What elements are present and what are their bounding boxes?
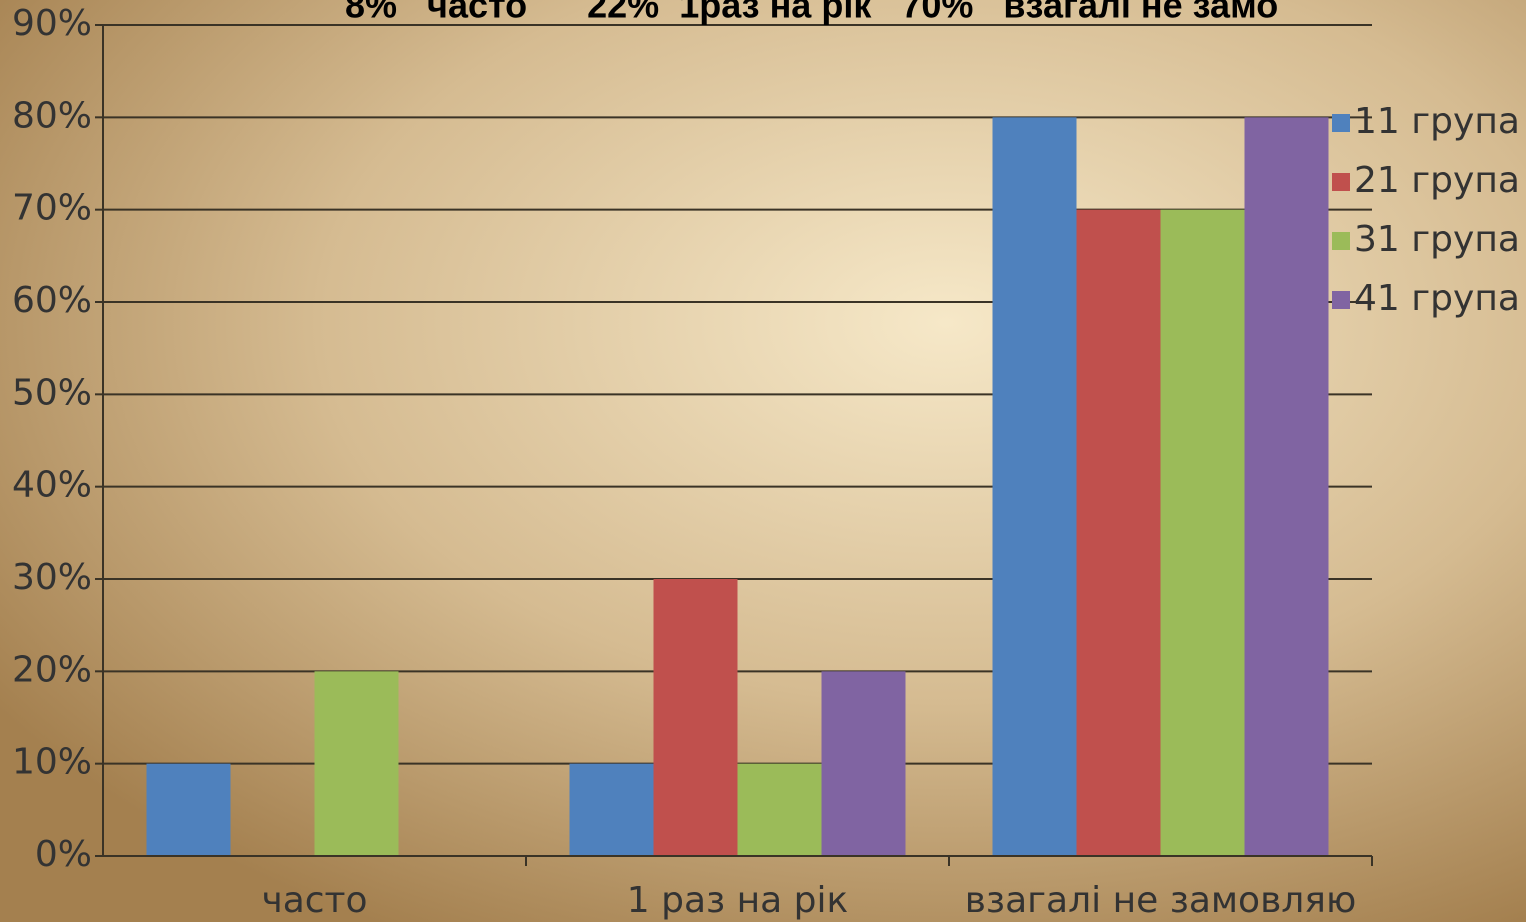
y-tick-label: 70% [12,188,92,229]
bar [569,763,654,856]
y-tick-label: 80% [12,95,92,136]
legend-label: 11 група [1354,101,1520,142]
y-tick-label: 40% [12,465,92,506]
chart-title: 8% часто 22% 1раз на рік 70% взагалі не … [345,0,1278,26]
y-tick-label: 30% [12,557,92,598]
legend-swatch [1332,173,1350,191]
plot-area: 0% 10% 20% 30% 40% 50% 60% 70% 80% 90% часто 1 раз … [12,3,1520,921]
bar [653,579,738,856]
bar [314,671,399,856]
x-tick-label: часто [261,880,367,921]
legend-label: 41 група [1354,278,1520,319]
x-tick-label: взагалі не замовляю [965,880,1357,921]
bar [821,671,906,856]
y-tick-label: 60% [12,280,92,321]
bar [992,117,1077,857]
y-tick-label: 0% [35,834,92,875]
y-tick-label: 20% [12,649,92,690]
y-tick-label: 50% [12,372,92,413]
legend-swatch [1332,114,1350,132]
bar [1244,117,1329,857]
y-tick-label: 10% [12,742,92,783]
bar [737,763,822,856]
y-tick-label: 90% [12,3,92,44]
x-tick-label: 1 раз на рік [627,880,848,921]
legend-label: 31 група [1354,219,1520,260]
legend-swatch [1332,232,1350,250]
bar [146,763,231,856]
bar [1076,209,1161,856]
bar [1160,209,1245,856]
legend-label: 21 група [1354,160,1520,201]
legend-swatch [1332,291,1350,309]
